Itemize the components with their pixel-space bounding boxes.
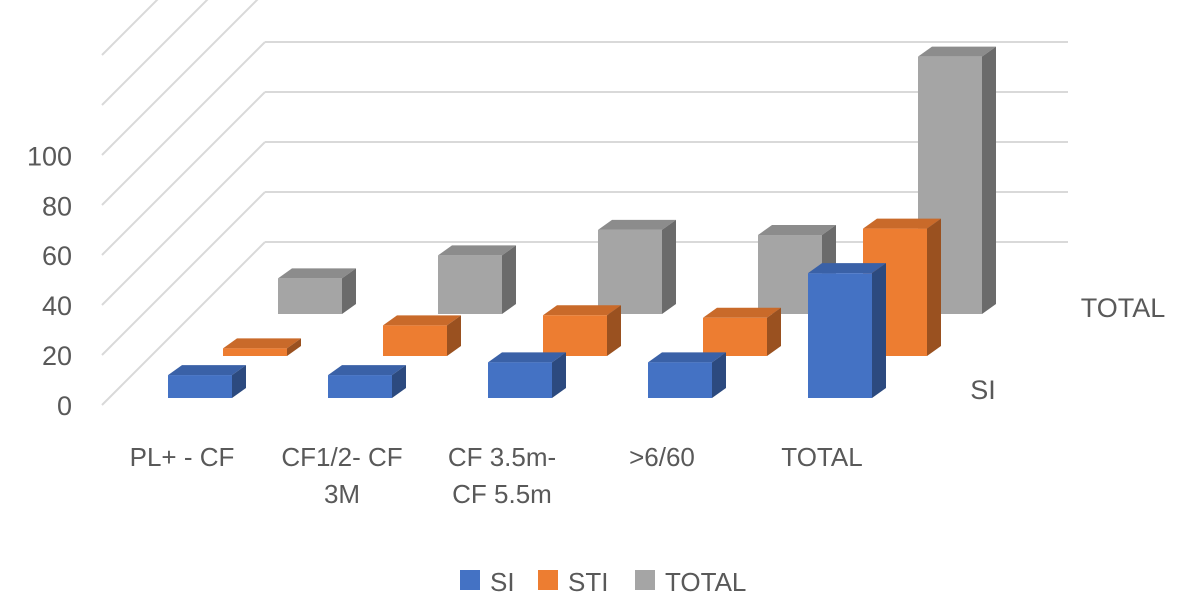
bar xyxy=(598,229,662,314)
bar xyxy=(168,375,232,398)
x-tick-label: TOTAL xyxy=(781,442,862,472)
bar-top xyxy=(488,352,566,363)
bar-side xyxy=(662,219,676,314)
bar xyxy=(648,362,712,398)
bar-top xyxy=(383,315,461,326)
legend-label: SI xyxy=(490,567,515,597)
y-tick-label: 100 xyxy=(27,141,72,171)
bar xyxy=(223,348,287,356)
bar-top xyxy=(328,365,406,376)
bar xyxy=(438,255,502,314)
bar xyxy=(278,278,342,314)
gridline xyxy=(101,191,266,356)
gridline xyxy=(101,41,266,206)
gridline xyxy=(101,0,259,156)
bar-side xyxy=(232,365,246,398)
legend-swatch xyxy=(635,570,655,590)
gridline xyxy=(101,0,159,56)
bar-top xyxy=(808,263,886,274)
y-tick-label: 40 xyxy=(42,291,72,321)
legend-swatch xyxy=(460,570,480,590)
bar-top xyxy=(438,245,516,256)
bar-side xyxy=(927,218,941,356)
x-tick-label: CF 3.5m-CF 5.5m xyxy=(448,442,556,509)
bar-top xyxy=(598,219,676,230)
x-tick-label: CF1/2- CF 3M xyxy=(281,442,402,509)
bar-top xyxy=(168,365,246,376)
bar xyxy=(543,315,607,356)
bar-side xyxy=(712,352,726,398)
bar-top xyxy=(703,307,781,318)
legend-swatch xyxy=(538,570,558,590)
bar-side xyxy=(502,245,516,314)
bar xyxy=(703,317,767,356)
y-tick-label: 80 xyxy=(42,191,72,221)
bar-top xyxy=(758,225,836,236)
bar-side xyxy=(552,352,566,398)
bar-side xyxy=(342,268,356,314)
y-tick-label: 0 xyxy=(57,391,72,421)
bar-top xyxy=(863,218,941,229)
bar-side xyxy=(872,263,886,398)
gridline xyxy=(101,241,266,406)
bar-side xyxy=(982,46,996,314)
bar-top xyxy=(648,352,726,363)
bar-side xyxy=(607,305,621,356)
gridline xyxy=(101,141,266,306)
y-tick-label: 20 xyxy=(42,341,72,371)
gridline xyxy=(101,91,266,256)
bar-top xyxy=(223,338,301,349)
bar-side xyxy=(767,307,781,356)
gridline xyxy=(101,0,209,106)
bar xyxy=(328,375,392,398)
bar xyxy=(383,325,447,356)
bar-side xyxy=(447,315,461,356)
depth-axis-label: SI xyxy=(970,375,996,405)
bar-top xyxy=(543,305,621,316)
x-tick-label: >6/60 xyxy=(629,442,695,472)
y-tick-label: 60 xyxy=(42,241,72,271)
depth-axis-label: TOTAL xyxy=(1081,293,1166,323)
x-tick-label: PL+ - CF xyxy=(130,442,235,472)
bar-side xyxy=(287,338,301,356)
bar-side xyxy=(392,365,406,398)
legend-label: TOTAL xyxy=(665,567,746,597)
bar-top xyxy=(278,268,356,279)
bar xyxy=(808,273,872,398)
bar xyxy=(488,362,552,398)
legend-label: STI xyxy=(568,567,608,597)
bar-top xyxy=(918,46,996,57)
